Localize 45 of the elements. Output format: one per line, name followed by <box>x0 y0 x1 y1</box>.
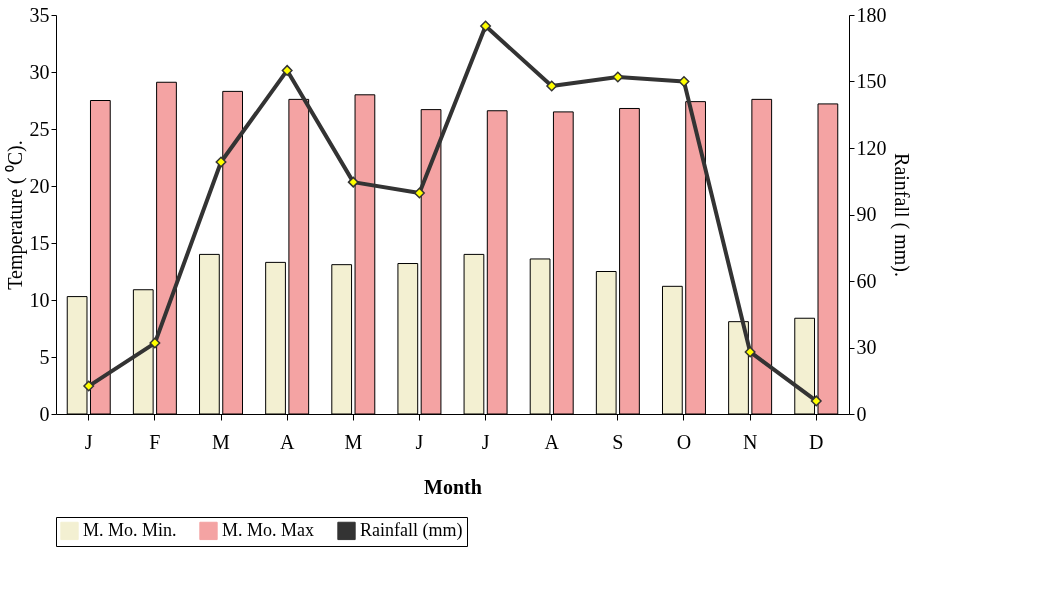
legend-label: M. Mo. Min. <box>83 519 177 540</box>
y-tick-label: 35 <box>29 3 50 26</box>
y-tick-label: 10 <box>29 288 50 311</box>
point <box>810 395 822 407</box>
point <box>149 337 161 349</box>
point <box>744 346 756 358</box>
y-tick-label: 20 <box>29 174 50 197</box>
point <box>281 64 293 76</box>
y-tick-label: 15 <box>29 231 50 254</box>
y2-tick-label: 120 <box>856 136 887 159</box>
point <box>83 380 95 392</box>
point <box>678 76 690 87</box>
point <box>546 80 558 92</box>
legend-label: M. Mo. Max <box>222 519 315 540</box>
y-tick-label: 25 <box>29 117 50 140</box>
x-tick-label: J <box>481 430 490 453</box>
x-tick-label: O <box>676 430 692 453</box>
x-tick-label: M <box>212 430 231 453</box>
x-tick-label: F <box>149 430 161 453</box>
x-axis-title: Month <box>424 475 482 498</box>
point <box>413 187 425 199</box>
y2-tick-label: 60 <box>856 269 877 292</box>
y2-axis-title: Rainfall ( mm). <box>889 153 913 277</box>
y-tick-label: 5 <box>39 345 50 368</box>
y2-tick-label: 180 <box>856 3 887 26</box>
y2-tick-label: 30 <box>856 336 877 358</box>
x-tick-label: A <box>279 430 295 453</box>
x-tick-label: J <box>84 430 93 453</box>
x-tick-label: M <box>344 430 363 453</box>
y-axis-title: Temperature ( ⁰C). <box>3 140 27 290</box>
y2-tick-label: 0 <box>856 402 867 425</box>
y-tick-label: 30 <box>29 60 50 83</box>
x-tick-label: N <box>742 430 758 453</box>
point <box>612 71 624 83</box>
y2-tick-label: 150 <box>856 70 887 92</box>
x-tick-label: S <box>612 430 624 453</box>
y-tick-label: 0 <box>39 402 50 425</box>
point <box>480 20 492 32</box>
point <box>347 176 359 188</box>
x-tick-label: A <box>544 430 560 453</box>
x-tick-label: J <box>415 430 424 453</box>
legend-label: Rainfall (mm) <box>360 519 463 541</box>
y2-tick-label: 90 <box>856 203 877 225</box>
x-tick-label: D <box>809 430 824 453</box>
point <box>215 156 227 168</box>
